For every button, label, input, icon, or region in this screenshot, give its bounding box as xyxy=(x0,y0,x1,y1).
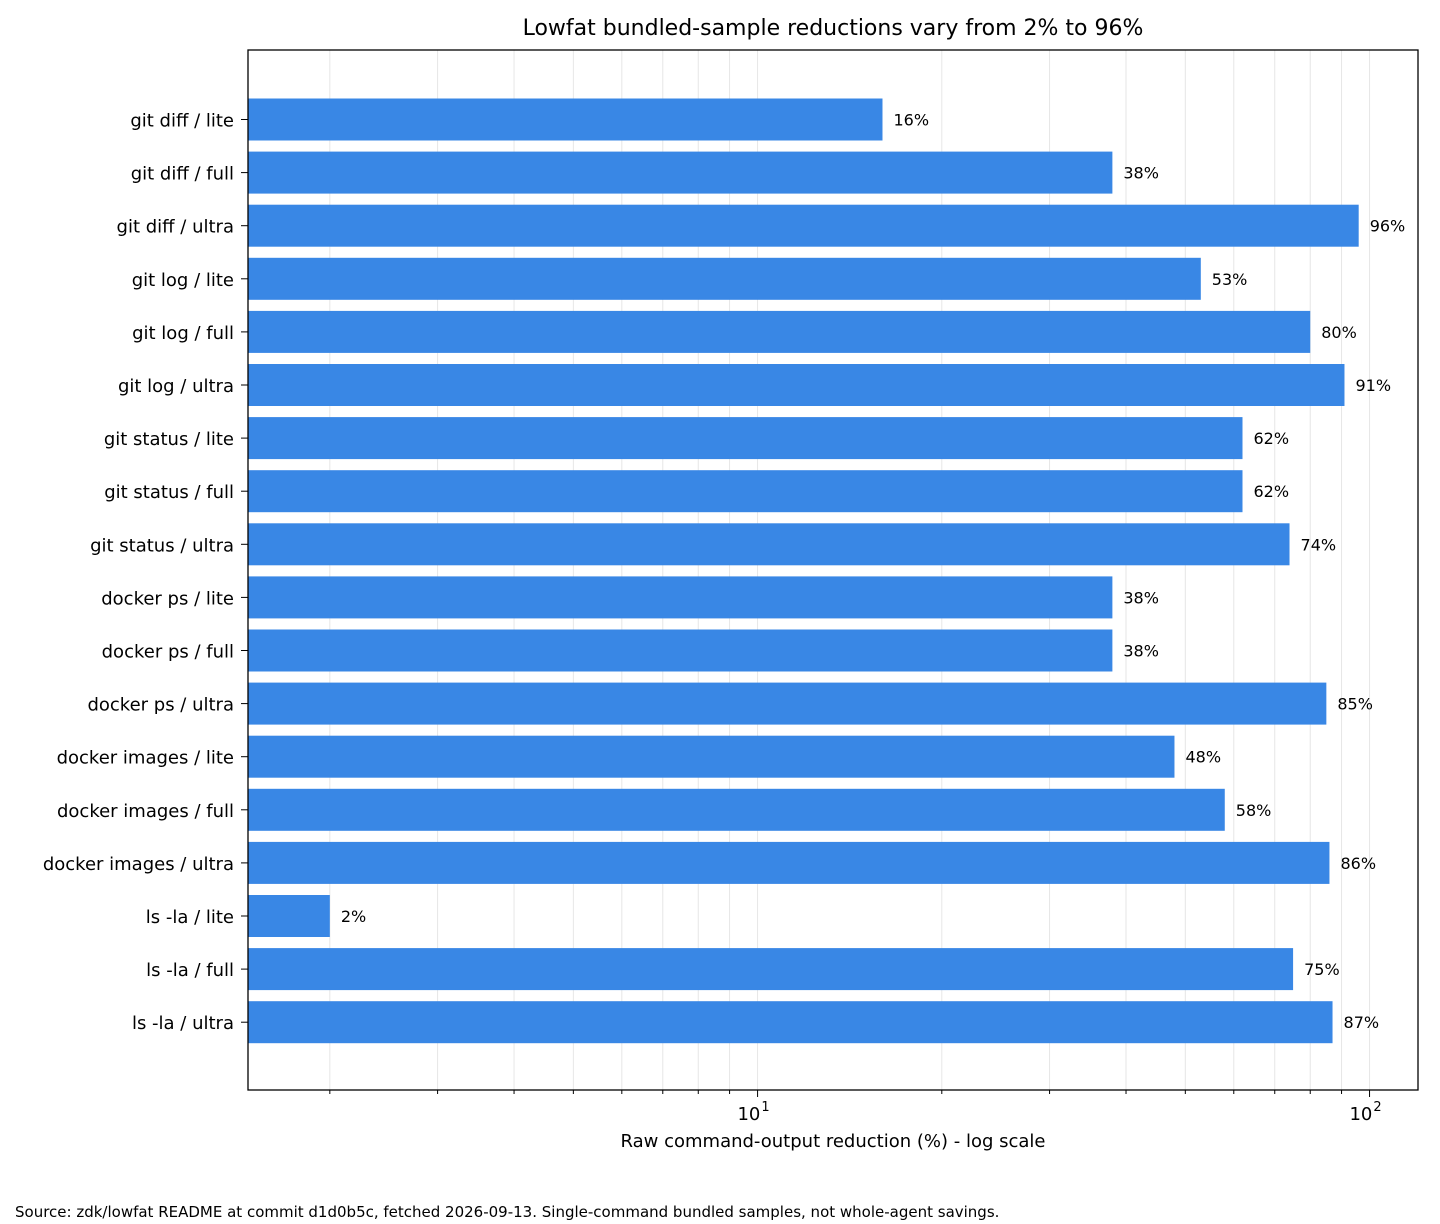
bar xyxy=(248,735,1175,778)
category-labels: git diff / lite git diff / full git diff /… xyxy=(43,111,248,1034)
bar xyxy=(248,629,1113,672)
chart-title: Lowfat bundled-sample reductions vary fr… xyxy=(522,16,1144,41)
x-axis-label: Raw command-output reduction (%) - log s… xyxy=(620,1131,1046,1152)
bar-value-label: 74% xyxy=(1301,535,1337,554)
value-labels: 16% 38% 96% 53% 80% 91% 62% 62% 74% 38% 38% 85% 48% 5… xyxy=(341,111,1405,1033)
bar xyxy=(248,788,1225,831)
bar xyxy=(248,576,1113,619)
category-label: docker images / full xyxy=(57,801,234,822)
plot-frame xyxy=(247,49,1419,1091)
bar-value-label: 48% xyxy=(1185,748,1221,767)
bar-value-label: 62% xyxy=(1253,482,1289,501)
bar xyxy=(248,841,1330,884)
bars xyxy=(248,98,1359,1044)
bar-value-label: 86% xyxy=(1340,854,1376,873)
bar xyxy=(248,1001,1333,1044)
bar-value-label: 38% xyxy=(1123,642,1159,661)
bar xyxy=(248,948,1294,991)
category-label: git diff / lite xyxy=(130,111,234,132)
bar-value-label: 87% xyxy=(1344,1013,1380,1032)
category-label: ls -la / ultra xyxy=(132,1013,234,1034)
bar-value-label: 38% xyxy=(1123,588,1159,607)
bar-value-label: 2% xyxy=(341,907,366,926)
category-label: docker images / lite xyxy=(57,748,234,769)
bar-value-label: 38% xyxy=(1123,164,1159,183)
x-axis-ticks: 101 102 xyxy=(329,1090,1382,1125)
bar-value-label: 16% xyxy=(893,111,929,130)
bar xyxy=(248,98,883,141)
bar-value-label: 91% xyxy=(1355,376,1391,395)
bar-value-label: 53% xyxy=(1212,270,1248,289)
source-footnote: Source: zdk/lowfat README at commit d1d0… xyxy=(15,1203,1000,1221)
bar xyxy=(248,470,1243,513)
bar xyxy=(248,417,1243,460)
category-label: git log / ultra xyxy=(118,376,234,397)
category-label: docker ps / ultra xyxy=(87,695,234,716)
category-label: git status / full xyxy=(104,482,234,503)
category-label: ls -la / full xyxy=(146,960,234,981)
bar xyxy=(248,895,330,937)
bar xyxy=(248,364,1345,406)
category-label: docker ps / lite xyxy=(101,588,234,609)
bar-value-label: 62% xyxy=(1253,429,1289,448)
category-label: git diff / full xyxy=(131,164,234,185)
bar xyxy=(248,682,1327,725)
x-tick-label: 101 xyxy=(737,1100,769,1125)
category-label: ls -la / lite xyxy=(146,907,234,928)
category-label: git diff / ultra xyxy=(117,217,234,238)
bar xyxy=(248,204,1359,247)
bar-value-label: 96% xyxy=(1370,217,1406,236)
bar xyxy=(248,310,1311,353)
category-label: docker ps / full xyxy=(102,642,234,663)
bar xyxy=(248,523,1290,566)
bar-value-label: 80% xyxy=(1321,323,1357,342)
x-tick-label: 102 xyxy=(1349,1100,1381,1125)
category-label: git status / lite xyxy=(104,429,234,450)
category-label: git status / ultra xyxy=(90,535,234,556)
bar-value-label: 75% xyxy=(1304,960,1340,979)
category-label: git log / lite xyxy=(132,270,234,291)
bar xyxy=(248,151,1113,194)
bar xyxy=(248,257,1201,300)
category-label: git log / full xyxy=(132,323,234,344)
bar-value-label: 58% xyxy=(1236,801,1272,820)
bar-value-label: 85% xyxy=(1337,695,1373,714)
category-label: docker images / ultra xyxy=(43,854,234,875)
